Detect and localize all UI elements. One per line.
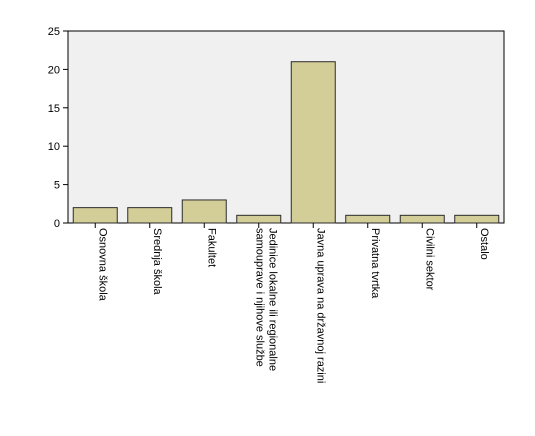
- y-axis: 0 5 10 15 20 25: [48, 26, 68, 230]
- y-tick-label: 0: [54, 218, 60, 230]
- y-tick-label: 10: [48, 141, 60, 153]
- x-category-label: Srednja škola: [151, 228, 163, 296]
- x-category-label: Javna uprava na državnoj razini: [314, 228, 326, 383]
- bar: [236, 214, 282, 224]
- x-category-label: Jedinice lokalne ili regionalne: [266, 228, 278, 371]
- plot-area: [67, 30, 505, 224]
- bar: [127, 207, 173, 224]
- x-axis-labels: Osnovna škola Srednja škola Fakultet Jedini…: [94, 223, 490, 383]
- x-category-label: samouprave i njihove službe: [253, 228, 265, 367]
- y-tick-label: 5: [54, 180, 60, 192]
- x-category-label: Ostalo: [478, 228, 490, 260]
- x-category-label: Civilni sektor: [423, 228, 435, 291]
- bar: [345, 214, 391, 224]
- bar: [290, 61, 336, 224]
- y-tick-label: 20: [48, 64, 60, 76]
- y-tick-label: 25: [48, 26, 60, 38]
- x-category-label: Osnovna škola: [96, 228, 108, 302]
- bar: [72, 207, 118, 224]
- bar: [454, 214, 500, 224]
- x-category-label: Fakultet: [205, 228, 217, 267]
- x-category-label: Privatna tvrtka: [369, 228, 381, 299]
- bar: [181, 199, 227, 224]
- bars: [72, 61, 500, 224]
- y-tick-label: 15: [48, 103, 60, 115]
- bar: [399, 214, 445, 224]
